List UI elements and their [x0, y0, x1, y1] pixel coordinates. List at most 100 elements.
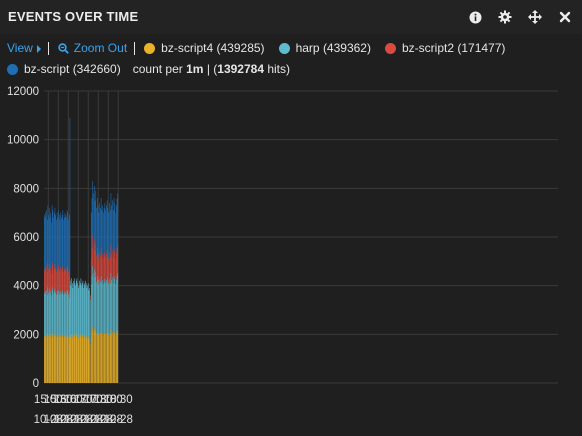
bar-segment-bz-script2	[93, 239, 95, 269]
bar-segment-bz-script4	[112, 334, 114, 383]
close-icon[interactable]	[556, 8, 574, 26]
bar-segment-bz-script4	[77, 338, 79, 383]
bar-segment-bz-script4	[75, 337, 76, 383]
bar-segment-bz-script2	[46, 265, 47, 290]
bar-segment-harp	[68, 292, 70, 336]
bar-segment-bz-script	[109, 202, 110, 252]
x-tick-time: 17:00	[74, 394, 103, 406]
bar-segment-bz-script	[69, 117, 71, 277]
bar-segment-harp	[69, 280, 71, 335]
bar-segment-harp	[63, 294, 64, 338]
bar-segment-bz-script4	[49, 336, 51, 383]
bar-segment-bz-script4	[101, 334, 103, 383]
divider	[134, 42, 136, 55]
legend-row-2: bz-script (342660) count per 1m | (13927…	[7, 59, 567, 80]
bar-segment-harp	[100, 281, 101, 334]
bar-segment-bz-script2	[52, 265, 54, 290]
x-tick-date: 10-28	[94, 414, 123, 426]
bar-segment-bz-script4	[46, 337, 48, 383]
legend-item-bz-script2[interactable]: bz-script2 (171477)	[384, 38, 505, 59]
bar-segment-bz-script4	[48, 335, 49, 383]
bar-segment-bz-script4	[46, 334, 47, 383]
total-hits: 1392784	[217, 62, 264, 76]
bar-segment-harp	[62, 289, 64, 335]
bar-segment-harp	[63, 293, 65, 337]
y-tick-label: 4000	[13, 281, 39, 293]
x-tick-date: 10-28	[64, 414, 93, 426]
zoom-out-button[interactable]: Zoom Out	[58, 38, 127, 59]
bar-segment-harp	[47, 287, 49, 334]
bar-segment-harp	[92, 265, 94, 327]
bar-segment-harp	[81, 285, 82, 338]
bar-segment-bz-script2	[47, 262, 49, 288]
y-tick-label: 12000	[7, 86, 39, 98]
bar-segment-harp	[89, 288, 90, 339]
bar-segment-bz-script4	[70, 337, 72, 383]
gear-icon[interactable]	[496, 8, 514, 26]
bar-segment-bz-script2	[68, 268, 70, 293]
bar-segment-bz-script4	[65, 335, 66, 383]
bar-segment-bz-script2	[58, 265, 59, 290]
view-menu-button[interactable]: View	[7, 38, 41, 59]
bar-segment-bz-script4	[109, 334, 111, 383]
bar-segment-bz-script	[59, 219, 61, 273]
legend-item-bz-script[interactable]: bz-script (342660)	[7, 59, 121, 80]
bar-segment-bz-script2	[99, 251, 100, 279]
bar-segment-bz-script	[66, 217, 67, 271]
bar-segment-bz-script4	[68, 337, 69, 383]
bar-segment-bz-script2	[92, 235, 94, 266]
bar-segment-harp	[55, 292, 56, 336]
bar-segment-bz-script2	[62, 265, 64, 290]
bar-segment-bz-script2	[117, 244, 119, 273]
bar-segment-bz-script2	[116, 247, 118, 276]
bar-segment-bz-script	[112, 210, 114, 257]
bar-segment-harp	[112, 277, 113, 332]
bar-segment-bz-script4	[62, 334, 64, 383]
bar-segment-bz-script2	[56, 267, 58, 292]
bar-segment-harp	[107, 281, 109, 334]
bar-segment-bz-script	[53, 212, 55, 268]
bar-segment-harp	[93, 268, 95, 328]
bar-segment-bz-script4	[73, 333, 75, 383]
info-icon[interactable]	[466, 8, 484, 26]
bar-segment-harp	[95, 271, 97, 330]
bar-segment-bz-script	[44, 217, 46, 271]
legend-item-bz-script4[interactable]: bz-script4 (439285)	[144, 38, 265, 59]
bar-segment-harp	[105, 282, 106, 335]
bar-segment-bz-script2	[102, 253, 103, 280]
bar-segment-bz-script	[100, 198, 102, 248]
bar-segment-harp	[64, 291, 66, 336]
bar-segment-harp	[75, 285, 76, 338]
move-icon[interactable]	[526, 8, 544, 26]
bar-segment-bz-script4	[63, 337, 64, 383]
panel-title: EVENTS OVER TIME	[8, 9, 139, 24]
bar-segment-bz-script	[65, 215, 66, 269]
bar-segment-harp	[65, 292, 66, 336]
bar-segment-bz-script	[106, 200, 108, 250]
bar-segment-bz-script	[104, 202, 106, 252]
bar-segment-bz-script2	[63, 272, 64, 295]
legend-item-harp[interactable]: harp (439362)	[278, 38, 371, 59]
bar-segment-bz-script4	[61, 335, 63, 383]
count-separator: |	[206, 62, 210, 76]
bar-segment-bz-script2	[51, 262, 53, 288]
bar-segment-bz-script2	[90, 258, 92, 285]
bar-segment-bz-script2	[59, 272, 61, 295]
bar-segment-harp	[103, 281, 105, 334]
bar-segment-bz-script	[48, 215, 49, 269]
panel-toolbar	[466, 8, 574, 26]
bar-segment-bz-script2	[106, 249, 108, 278]
legend-dot	[384, 43, 396, 54]
bar-segment-bz-script	[68, 215, 70, 269]
bar-segment-harp	[86, 288, 88, 339]
bar-segment-bz-script4	[86, 338, 88, 383]
y-tick-label: 6000	[13, 232, 39, 244]
bar-segment-bz-script4	[58, 335, 60, 383]
bar-segment-bz-script4	[77, 336, 78, 383]
bar-segment-bz-script2	[104, 251, 106, 279]
bar-segment-harp	[87, 283, 89, 337]
bar-segment-bz-script4	[71, 336, 73, 383]
bar-segment-bz-script2	[54, 263, 56, 289]
bar-segment-bz-script4	[106, 333, 107, 383]
